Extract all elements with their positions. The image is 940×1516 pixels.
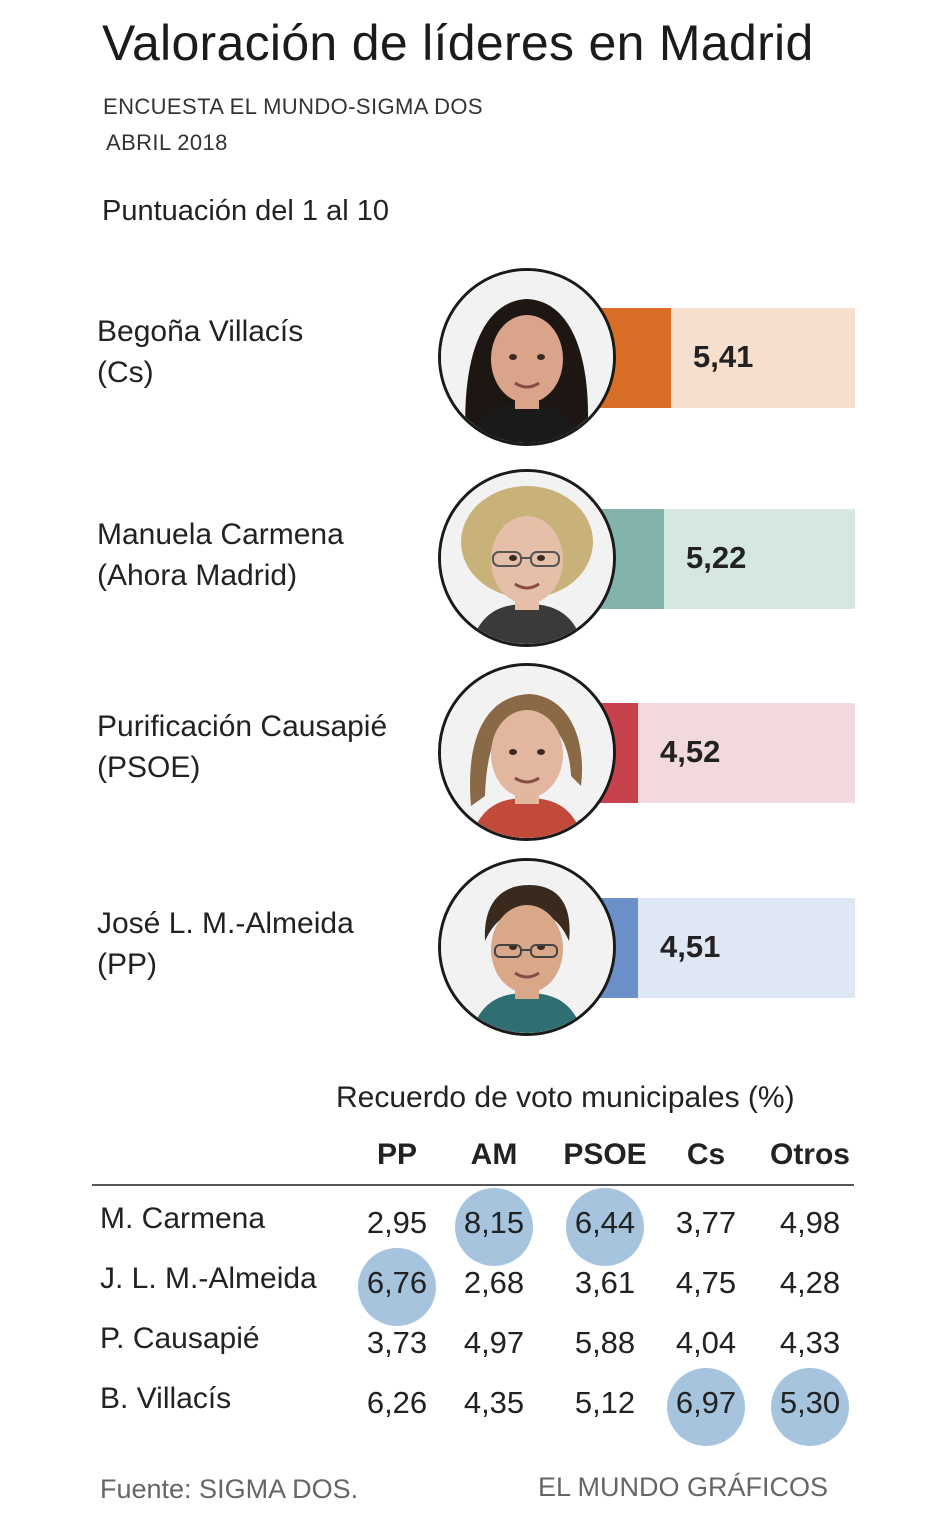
chart-title: Valoración de líderes en Madrid: [102, 15, 814, 71]
column-header: PSOE: [563, 1138, 647, 1171]
leader-row: Manuela Carmena (Ahora Madrid) 5,22: [0, 456, 940, 656]
score-label: 4,51: [660, 929, 721, 964]
bar-track: [600, 703, 855, 803]
table-cell: 5,12: [574, 1385, 636, 1420]
highlight-circle: [566, 1188, 644, 1266]
highlight-circle: [771, 1368, 849, 1446]
scale-label: Puntuación del 1 al 10: [102, 195, 389, 227]
leader-name-line: José L. M.-Almeida: [97, 907, 354, 940]
column-header: PP: [376, 1138, 418, 1171]
table-cell: 2,95: [366, 1205, 428, 1240]
credit-note: EL MUNDO GRÁFICOS: [538, 1472, 829, 1502]
portrait-causapie-icon: [438, 663, 616, 841]
table-cell: 4,98: [779, 1205, 841, 1240]
table-cell: 3,77: [675, 1205, 737, 1240]
source-note: Fuente: SIGMA DOS.: [100, 1474, 359, 1504]
table-cell: 4,97: [463, 1325, 525, 1360]
leader-row: Purificación Causapié (PSOE) 4,52: [0, 650, 940, 850]
table-cell: 6,76: [366, 1265, 428, 1300]
leader-party: (Ahora Madrid): [97, 559, 298, 592]
table-cell: 4,04: [675, 1325, 737, 1360]
column-header: Otros: [769, 1138, 850, 1171]
table-cell: 2,68: [463, 1265, 525, 1300]
portrait-carmena-icon: [438, 469, 616, 647]
table-cell: 5,88: [574, 1325, 636, 1360]
leader-name-line: Purificación Causapié: [97, 710, 388, 743]
score-label: 4,52: [660, 734, 721, 769]
table-cell: 6,44: [574, 1205, 636, 1240]
leader-row: José L. M.-Almeida (PP) 4,51: [0, 845, 940, 1045]
column-header: Cs: [686, 1138, 726, 1171]
subtitle-date: ABRIL 2018: [106, 130, 228, 155]
leader-name: José L. M.-Almeida (PP): [97, 903, 354, 985]
table-row-name: P. Causapié: [100, 1322, 260, 1355]
table-cell: 8,15: [463, 1205, 525, 1240]
column-header: AM: [470, 1138, 518, 1171]
table-cell: 3,73: [366, 1325, 428, 1360]
table-cell: 6,97: [675, 1385, 737, 1420]
table-cell: 4,33: [779, 1325, 841, 1360]
subtitle-survey: ENCUESTA EL MUNDO-SIGMA DOS: [103, 94, 483, 119]
table-cell: 3,61: [574, 1265, 636, 1300]
leader-name: Purificación Causapié (PSOE): [97, 706, 387, 788]
table-cell: 4,35: [463, 1385, 525, 1420]
table-cell: 6,26: [366, 1385, 428, 1420]
highlight-circle: [455, 1188, 533, 1266]
leader-party: (PP): [97, 948, 157, 981]
bar-track: [600, 898, 855, 998]
table-cell: 5,30: [779, 1385, 841, 1420]
score-label: 5,41: [693, 339, 754, 374]
leader-name: Manuela Carmena (Ahora Madrid): [97, 514, 344, 596]
leader-name-line: Begoña Villacís: [97, 315, 304, 348]
table-row-name: M. Carmena: [100, 1202, 266, 1235]
table-title: Recuerdo de voto municipales (%): [336, 1081, 795, 1114]
leader-row: Begoña Villacís (Cs) 5,41: [0, 255, 940, 455]
leader-party: (PSOE): [97, 751, 201, 784]
table-header-rule: [92, 1184, 854, 1186]
leader-party: (Cs): [97, 356, 154, 389]
highlight-circle: [358, 1248, 436, 1326]
portrait-villacis-icon: [438, 268, 616, 446]
highlight-circle: [667, 1368, 745, 1446]
leader-name-line: Manuela Carmena: [97, 518, 344, 551]
table-row-name: J. L. M.-Almeida: [100, 1262, 317, 1295]
score-label: 5,22: [686, 540, 747, 575]
table-cell: 4,75: [675, 1265, 737, 1300]
table-cell: 4,28: [779, 1265, 841, 1300]
leader-name: Begoña Villacís (Cs): [97, 311, 303, 393]
portrait-almeida-icon: [438, 858, 616, 1036]
table-row-name: B. Villacís: [100, 1382, 232, 1415]
